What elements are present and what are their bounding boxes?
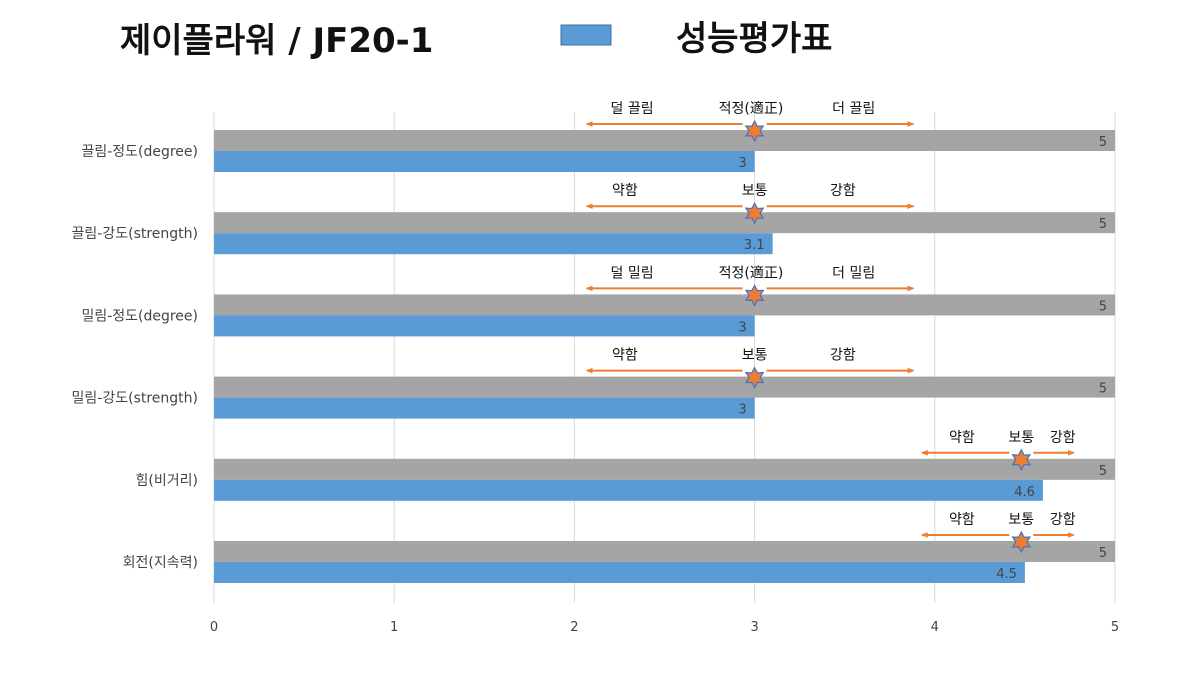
grid-lines [213, 112, 1116, 603]
bar-max [214, 458, 1115, 480]
bar-max-value: 5 [1099, 299, 1107, 314]
x-axis-ticks: 0 1 2 3 4 5 [210, 620, 1119, 635]
category-label: 회전(지속력) [123, 555, 198, 571]
x-tick-label: 0 [210, 620, 218, 635]
bar-score-value: 3.1 [744, 238, 765, 253]
bar-max [214, 294, 1115, 316]
legend: 성능평가표 [560, 19, 832, 59]
bar-max-value: 5 [1099, 464, 1107, 479]
star-marker [1011, 530, 1032, 554]
category-label: 힘(비거리) [136, 473, 198, 489]
x-tick-label: 1 [390, 620, 398, 635]
annotation-label: 적정(適正) [719, 264, 784, 281]
category-label: 밀림-강도(strength) [72, 391, 198, 407]
bar-max [214, 541, 1115, 562]
bar-score [214, 151, 755, 172]
bar-score [214, 562, 1025, 583]
bar-max-value: 5 [1099, 217, 1107, 232]
annotation-label: 강함 [830, 348, 856, 364]
star-marker [744, 201, 765, 225]
bar-score [214, 233, 773, 255]
annotation-label: 보통 [1008, 512, 1034, 528]
annotation-label: 덜 밀림 [611, 265, 654, 281]
category-label: 밀림-정도(degree) [81, 308, 198, 324]
annotation-label: 보통 [1008, 430, 1034, 446]
annotation-label: 약함 [949, 430, 975, 446]
annotation-label: 약함 [612, 183, 638, 199]
annotation-label: 강함 [1050, 512, 1076, 528]
legend-label: 성능평가표 [676, 19, 832, 59]
x-tick-label: 3 [750, 620, 758, 635]
legend-swatch [560, 24, 612, 46]
scale-annotation: 약함 보통 강함 [920, 430, 1076, 472]
bar-score-value: 3 [738, 403, 746, 418]
bar-max [214, 130, 1115, 151]
bar-score-value: 4.6 [1014, 485, 1035, 500]
bar-max [214, 212, 1115, 234]
x-tick-label: 5 [1111, 620, 1119, 635]
annotation-label: 더 밀림 [832, 265, 875, 281]
category-labels: 끌림-정도(degree) 끌림-강도(strength) 밀림-정도(degree… [72, 144, 198, 571]
bar-score-value: 4.5 [996, 567, 1017, 582]
annotation-label: 보통 [742, 183, 768, 199]
star-marker [744, 366, 765, 389]
bar-score [214, 315, 755, 337]
scale-annotation: 덜 끌림 적정(適正) 더 끌림 [585, 100, 915, 143]
bar-max-value: 5 [1099, 546, 1107, 561]
annotation-label: 덜 끌림 [611, 101, 654, 117]
bar-max-value: 5 [1099, 382, 1107, 397]
bar-score-value: 3 [738, 320, 746, 335]
annotation-label: 보통 [742, 348, 768, 364]
category-label: 끌림-정도(degree) [81, 144, 198, 160]
star-marker [1011, 448, 1032, 472]
scale-annotation: 덜 밀림 적정(適正) 더 밀림 [585, 264, 915, 307]
star-marker [744, 119, 765, 143]
annotation-label: 적정(適正) [719, 100, 784, 117]
bars: 5 3 5 3.1 5 3 5 3 5 4.6 5 4.5 [214, 130, 1115, 583]
bar-max [214, 376, 1115, 398]
x-tick-label: 2 [570, 620, 578, 635]
annotation-label: 더 끌림 [832, 101, 875, 117]
x-tick-label: 4 [931, 620, 939, 635]
bar-score [214, 479, 1043, 501]
category-label: 끌림-강도(strength) [72, 226, 198, 242]
scale-annotation: 약함 보통 강함 [920, 512, 1076, 554]
bar-score [214, 397, 755, 419]
bar-max-value: 5 [1099, 135, 1107, 150]
annotation-label: 약함 [612, 348, 638, 364]
scale-annotation: 약함 보통 강함 [585, 183, 915, 225]
scale-annotation: 약함 보통 강함 [585, 348, 915, 389]
bar-score-value: 3 [738, 156, 746, 171]
chart-title: 제이플라워 / JF20-1 [120, 21, 433, 61]
star-marker [744, 284, 765, 307]
annotation-label: 강함 [1050, 430, 1076, 446]
annotation-label: 약함 [949, 512, 975, 528]
annotation-label: 강함 [830, 183, 856, 199]
